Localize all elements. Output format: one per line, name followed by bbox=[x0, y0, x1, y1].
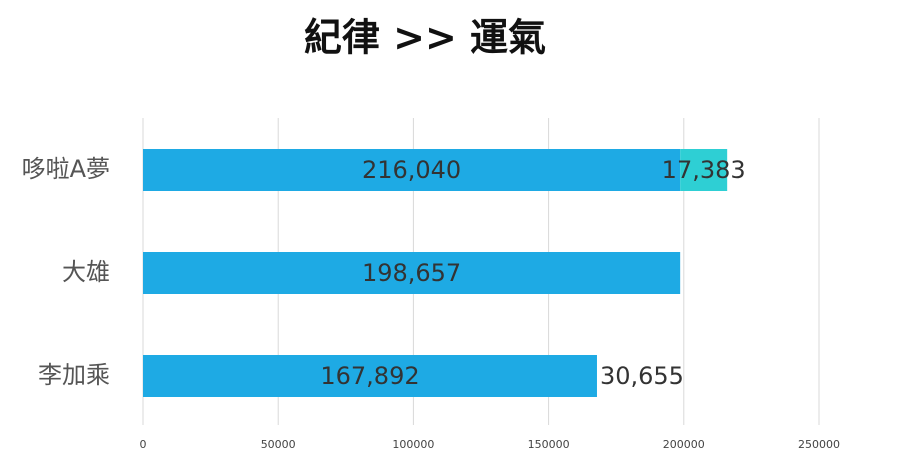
x-tick-label: 200000 bbox=[663, 438, 705, 451]
value-label: 17,383 bbox=[662, 156, 746, 184]
value-label: 167,892 bbox=[320, 362, 419, 390]
value-label: 216,040 bbox=[362, 156, 461, 184]
x-tick-label: 100000 bbox=[392, 438, 434, 451]
category-label: 哆啦A夢 bbox=[22, 155, 110, 183]
category-label: 大雄 bbox=[62, 258, 110, 286]
value-label: 198,657 bbox=[362, 259, 461, 287]
x-tick-label: 250000 bbox=[798, 438, 840, 451]
x-tick-label: 150000 bbox=[528, 438, 570, 451]
x-tick-label: 50000 bbox=[261, 438, 296, 451]
bar-segment bbox=[143, 252, 681, 294]
chart-title: 紀律 >> 運氣 bbox=[304, 16, 546, 60]
category-label: 李加乘 bbox=[38, 361, 110, 389]
bar-segment bbox=[143, 149, 681, 191]
bar-segment bbox=[680, 149, 728, 191]
value-label: 30,655 bbox=[600, 362, 684, 390]
x-tick-label: 0 bbox=[140, 438, 147, 451]
bar-segment bbox=[143, 355, 597, 397]
